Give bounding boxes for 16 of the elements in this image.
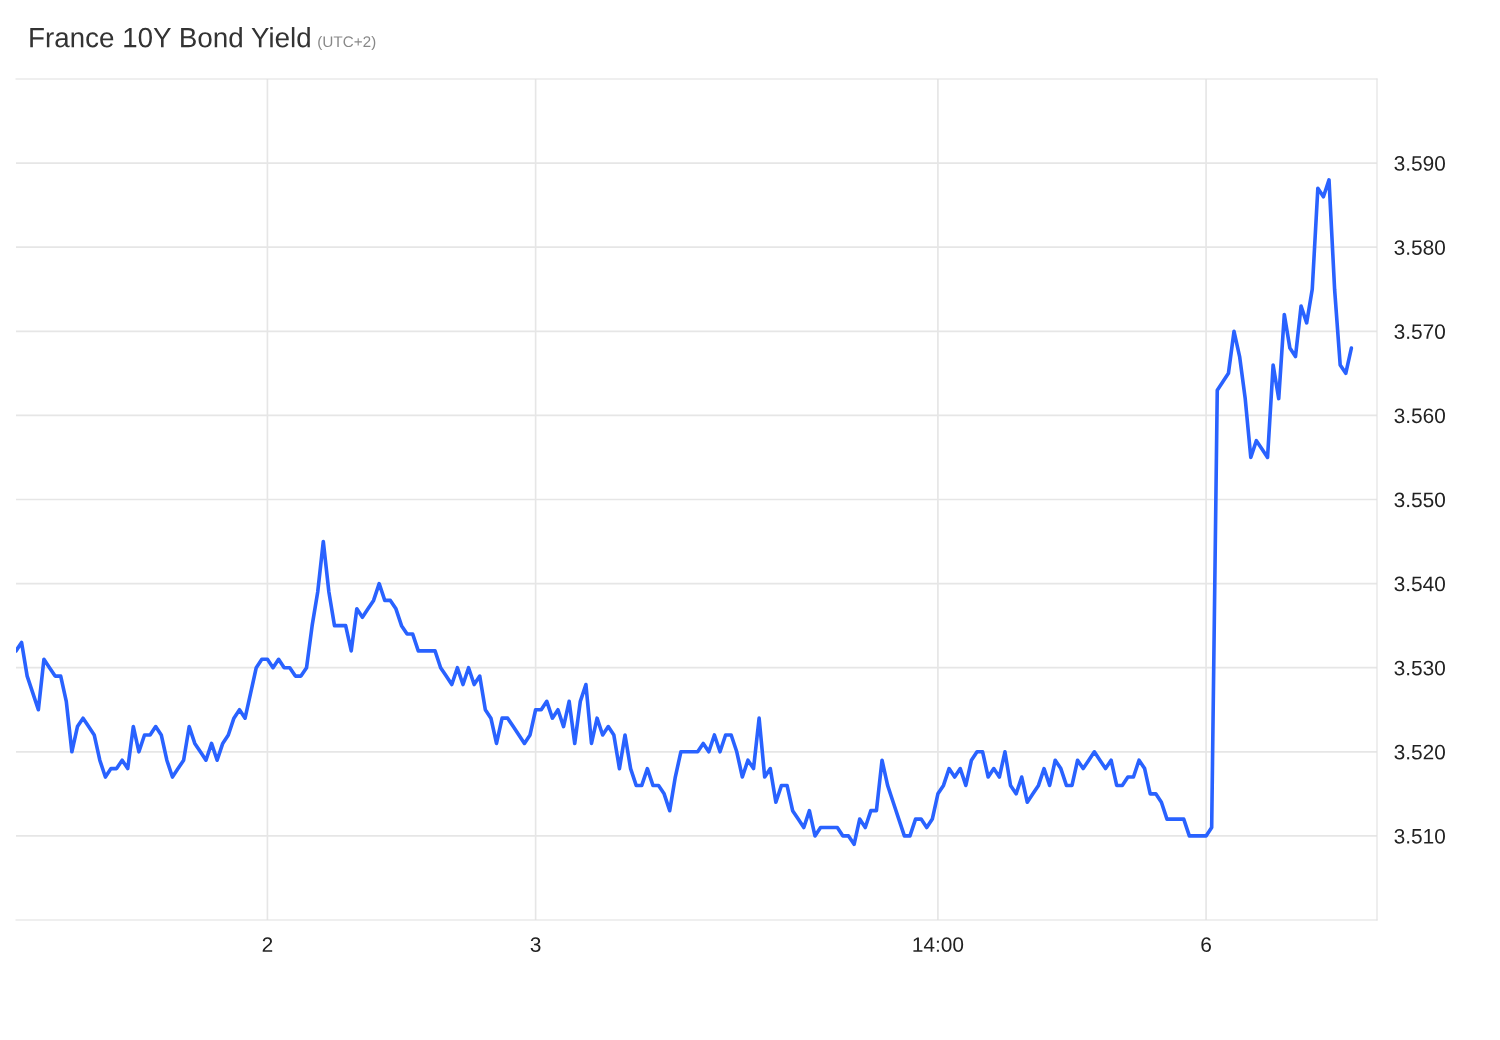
y-tick-label: 3.530	[1394, 660, 1445, 676]
x-tick-label: 2	[262, 937, 273, 952]
chart-title: France 10Y Bond Yield	[30, 27, 310, 48]
y-tick-label: 3.550	[1394, 492, 1445, 508]
y-tick-label: 3.540	[1394, 576, 1445, 592]
x-tick-label: 14:00	[913, 937, 964, 952]
y-tick-label: 3.580	[1394, 240, 1445, 255]
y-tick-label: 3.510	[1394, 828, 1445, 844]
chart-subtitle: (UTC+2)	[318, 35, 376, 51]
y-tick-label: 3.570	[1394, 324, 1445, 340]
y-tick-label: 3.590	[1394, 156, 1445, 171]
y-tick-label: 3.520	[1394, 744, 1445, 760]
x-tick-label: 6	[1201, 937, 1211, 952]
y-tick-label: 3.560	[1394, 408, 1445, 424]
x-tick-label: 3	[530, 937, 541, 952]
line-series	[16, 178, 1354, 847]
